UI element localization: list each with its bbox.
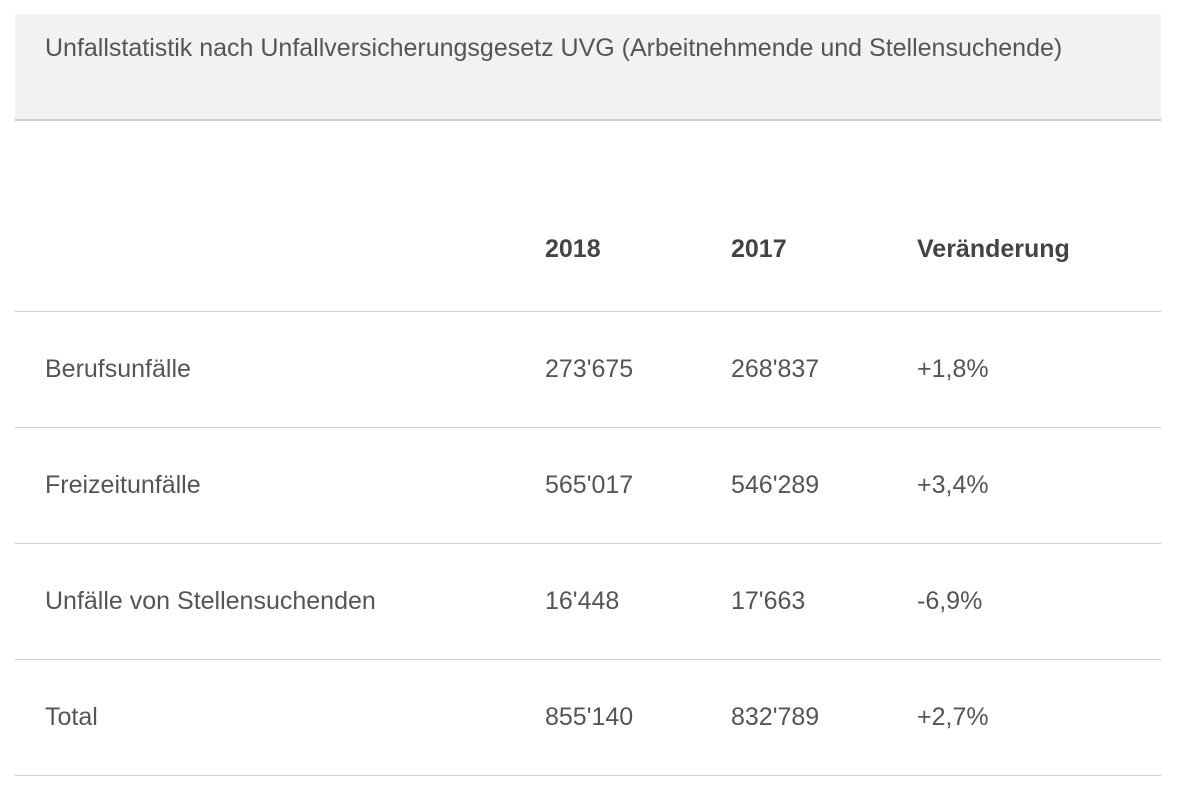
row-label: Unfälle von Stellensuchenden — [15, 543, 543, 660]
table-body: Berufsunfälle 273'675 268'837 +1,8% Frei… — [15, 311, 1161, 776]
cell-2018: 565'017 — [543, 427, 729, 544]
cell-2018: 273'675 — [543, 311, 729, 428]
cell-2017: 268'837 — [729, 311, 915, 428]
cell-change: +2,7% — [915, 659, 1161, 776]
table-row: Berufsunfälle 273'675 268'837 +1,8% — [15, 311, 1161, 428]
cell-2017: 17'663 — [729, 543, 915, 660]
accident-statistics-table: Unfallstatistik nach Unfallversicherungs… — [15, 14, 1161, 776]
statistics-table: 2018 2017 Veränderung Berufsunfälle 273'… — [15, 121, 1161, 776]
table-header: 2018 2017 Veränderung — [15, 121, 1161, 312]
row-label: Total — [15, 659, 543, 776]
cell-2017: 546'289 — [729, 427, 915, 544]
cell-2018: 16'448 — [543, 543, 729, 660]
table-row: Total 855'140 832'789 +2,7% — [15, 659, 1161, 776]
cell-change: +3,4% — [915, 427, 1161, 544]
row-label: Freizeitunfälle — [15, 427, 543, 544]
table-row: Unfälle von Stellensuchenden 16'448 17'6… — [15, 543, 1161, 660]
row-label: Berufsunfälle — [15, 311, 543, 428]
cell-change: -6,9% — [915, 543, 1161, 660]
header-year-2018: 2018 — [543, 121, 729, 312]
cell-2017: 832'789 — [729, 659, 915, 776]
cell-change: +1,8% — [915, 311, 1161, 428]
header-row: 2018 2017 Veränderung — [15, 121, 1161, 312]
header-year-2017: 2017 — [729, 121, 915, 312]
header-change: Veränderung — [915, 121, 1161, 312]
table-row: Freizeitunfälle 565'017 546'289 +3,4% — [15, 427, 1161, 544]
cell-2018: 855'140 — [543, 659, 729, 776]
header-label-column — [15, 121, 543, 312]
table-caption: Unfallstatistik nach Unfallversicherungs… — [15, 14, 1161, 121]
